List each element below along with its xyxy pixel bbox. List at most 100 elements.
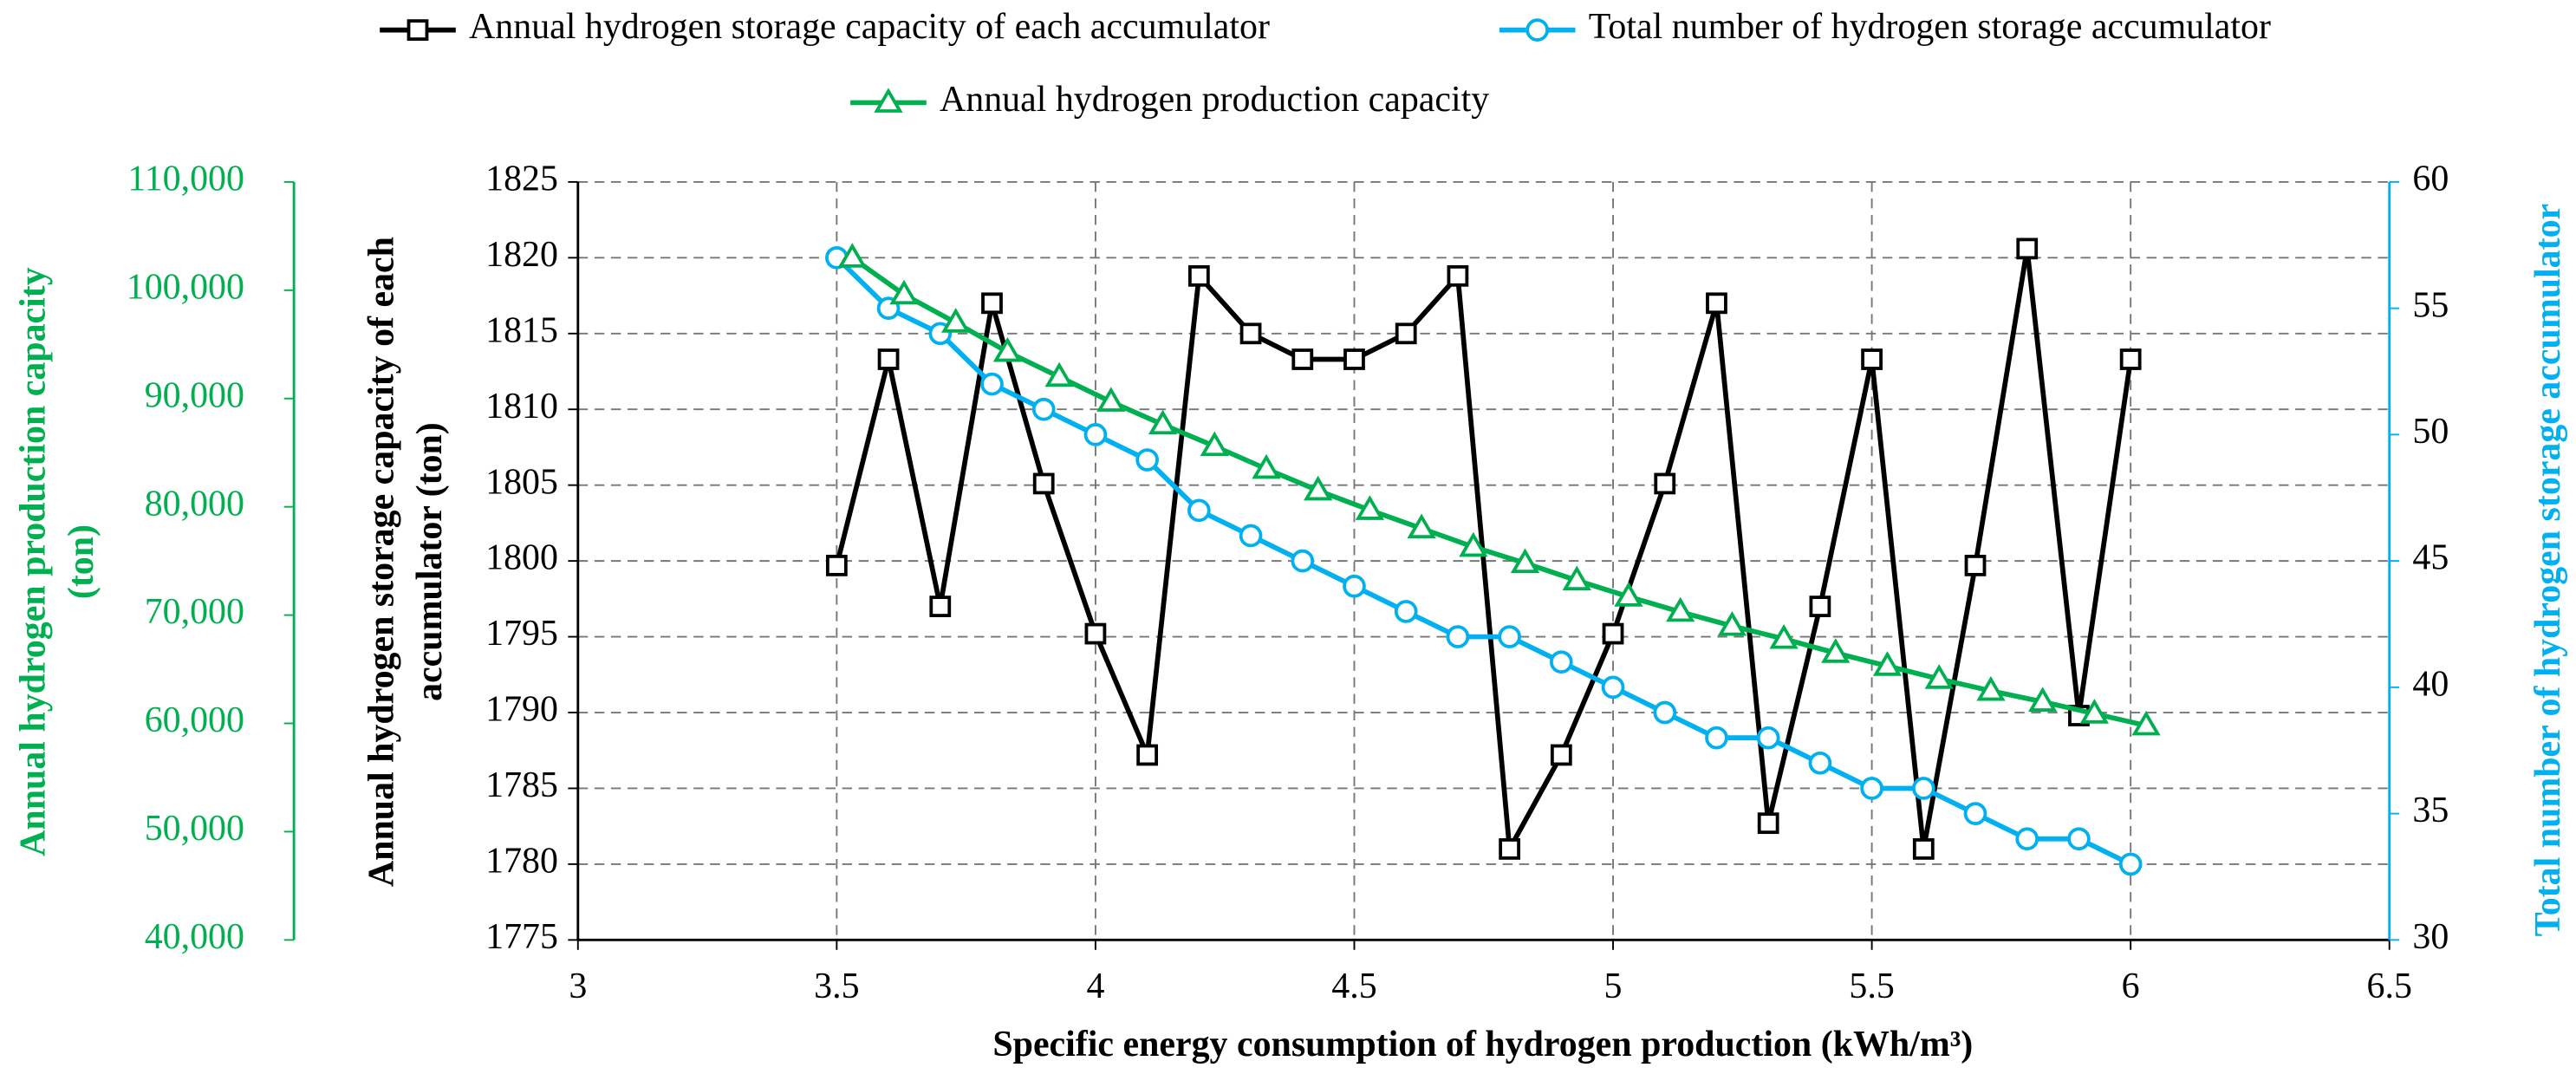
x-tick-label: 4.5: [1331, 967, 1376, 1006]
y-axis-title-line: Annual hydrogen storage capacity of each: [362, 237, 402, 887]
data-point: [1304, 475, 1333, 501]
data-point: [1510, 548, 1540, 574]
y-axis-title: Annual hydrogen storage capacity of each…: [362, 237, 450, 887]
data-point: [1187, 498, 1211, 523]
x-tick-label: 6.5: [2367, 967, 2412, 1006]
y-tick-label: 1810: [485, 387, 558, 426]
data-point: [1562, 565, 1591, 591]
y3-tick-label: 90,000: [145, 375, 244, 415]
data-point: [980, 372, 1004, 396]
data-point: [1717, 610, 1747, 636]
y3-tick-label: 100,000: [127, 267, 244, 307]
data-point: [981, 292, 1003, 315]
data-point: [1964, 554, 1987, 576]
data-point: [1666, 596, 1695, 622]
y2-tick-label: 45: [2412, 538, 2449, 578]
data-point: [1291, 549, 1315, 573]
data-point: [1200, 431, 1229, 457]
data-point: [1355, 495, 1385, 520]
data-point: [1911, 777, 1935, 800]
y3-tick-label: 50,000: [145, 809, 244, 849]
data-point: [1136, 744, 1159, 766]
data-point: [1083, 423, 1108, 446]
data-point: [1976, 675, 2006, 701]
data-point: [1809, 596, 1831, 617]
y3-tick-label: 110,000: [127, 159, 244, 199]
data-point: [1872, 651, 1903, 676]
data-point: [1860, 777, 1883, 800]
data-point: [1187, 264, 1210, 287]
y-tick-label: 1825: [485, 159, 558, 199]
x-axis-title: Specific energy consumption of hydrogen …: [992, 1025, 1973, 1064]
y2-tick-label: 40: [2412, 664, 2449, 704]
data-point: [1924, 664, 1954, 689]
data-point: [2119, 348, 2142, 370]
y3-tick-label: 40,000: [145, 917, 244, 957]
y-tick-label: 1820: [485, 235, 558, 275]
y-tick-label: 1775: [485, 917, 558, 957]
data-point: [1032, 472, 1055, 495]
legend-marker: [1525, 18, 1550, 42]
data-point: [1602, 622, 1624, 645]
data-point: [2015, 827, 2039, 851]
y2-tick-label: 30: [2412, 917, 2449, 957]
y3-tick-label: 60,000: [145, 700, 244, 740]
data-point: [1705, 726, 1728, 750]
y-tick-label: 1780: [485, 842, 558, 882]
x-tick-label: 3: [569, 967, 587, 1006]
y3-tick-label: 70,000: [145, 592, 244, 632]
series-line: [834, 248, 2133, 857]
y3-axis-title-line: (ton): [62, 524, 101, 599]
data-point: [1084, 622, 1107, 645]
y2-tick-label: 55: [2412, 285, 2449, 325]
y2-tick-label: 50: [2412, 412, 2449, 452]
legend-marker: [874, 88, 903, 113]
data-point: [1769, 623, 1799, 649]
y-tick-label: 1785: [485, 765, 558, 805]
data-point: [1653, 700, 1677, 725]
data-point: [2079, 699, 2110, 724]
data-point: [1756, 726, 1780, 750]
data-point: [1407, 513, 1436, 539]
legend-label: Total number of hydrogen storage accumul…: [1589, 7, 2271, 47]
data-point: [941, 308, 971, 333]
data-point: [1861, 348, 1883, 370]
y3-axis-title: Annual hydrogen production capacity (ton…: [14, 267, 101, 856]
data-point: [889, 279, 919, 305]
y3-tick-label: 80,000: [145, 484, 244, 524]
data-point: [1252, 453, 1281, 479]
data-point: [1343, 574, 1366, 598]
data-point: [837, 243, 867, 268]
legend-label: Annual hydrogen production capacity: [940, 80, 1489, 120]
data-point: [1291, 348, 1314, 370]
data-point: [1395, 322, 1417, 345]
y-axis-title-line: accumulator (ton): [410, 422, 450, 701]
data-point: [1821, 638, 1851, 663]
legend-label: Annual hydrogen storage capacity of each…: [469, 7, 1270, 47]
data-point: [2016, 238, 2039, 260]
data-point: [1239, 322, 1262, 345]
data-point: [992, 336, 1023, 362]
data-point: [1135, 448, 1159, 472]
data-point: [1549, 650, 1573, 674]
data-point: [1912, 838, 1935, 860]
data-point: [1447, 264, 1469, 287]
y2-tick-label: 60: [2412, 159, 2449, 199]
data-point: [1706, 292, 1727, 315]
y-tick-label: 1795: [485, 614, 558, 654]
data-point: [1498, 625, 1521, 648]
y2-tick-label: 35: [2412, 791, 2449, 830]
data-point: [2067, 827, 2091, 851]
data-point: [2027, 687, 2058, 712]
data-point: [1343, 348, 1365, 370]
data-point: [1550, 744, 1572, 766]
data-point: [825, 554, 848, 576]
data-point: [1499, 838, 1520, 860]
data-point: [929, 596, 952, 617]
x-tick-label: 6: [2122, 967, 2140, 1006]
data-point: [1963, 802, 1987, 825]
y-tick-label: 1815: [485, 310, 558, 350]
data-point: [1394, 600, 1418, 623]
y-tick-label: 1790: [485, 690, 558, 730]
